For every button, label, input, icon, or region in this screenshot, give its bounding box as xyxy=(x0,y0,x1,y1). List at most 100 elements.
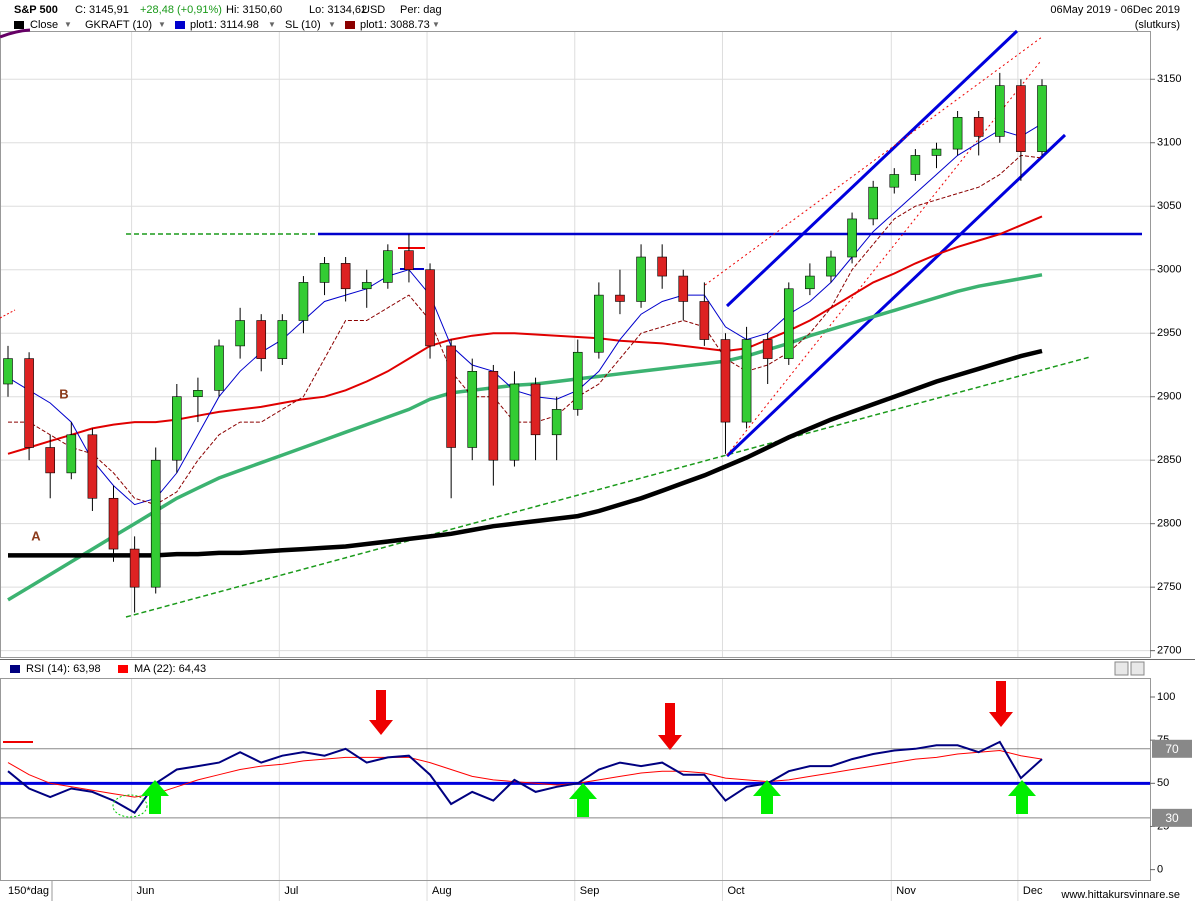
candle-body xyxy=(847,218,857,258)
candle-body xyxy=(172,396,182,461)
legend-series[interactable]: RSI (14): 63,98 xyxy=(26,663,101,675)
dropdown[interactable]: ▼ xyxy=(64,20,72,29)
legend-swatch xyxy=(10,665,20,673)
legend-indicator[interactable]: SL (10) xyxy=(285,19,321,31)
moving-average xyxy=(8,348,1043,558)
candle-body xyxy=(66,434,77,474)
candle-body xyxy=(889,174,900,188)
channel-lower xyxy=(725,133,1067,458)
legend-series[interactable]: MA (22): 64,43 xyxy=(134,663,206,675)
price-basis: (slutkurs) xyxy=(1135,19,1180,31)
candle-body xyxy=(298,282,309,321)
trend-dotted xyxy=(726,61,1041,456)
candle-body xyxy=(572,351,583,410)
highlight xyxy=(112,794,148,818)
y-tick-label: 50 xyxy=(1157,777,1169,789)
candle-body xyxy=(467,371,478,448)
candle-body xyxy=(256,320,267,359)
candle-body xyxy=(952,117,963,150)
band-box xyxy=(1152,739,1192,758)
candle-body xyxy=(235,320,245,347)
buy-arrow xyxy=(569,783,597,817)
trendlines xyxy=(0,28,1142,618)
trend-dashed xyxy=(125,356,1091,618)
candle-body xyxy=(277,320,288,359)
dropdown[interactable]: ▼ xyxy=(328,20,336,29)
y-tick-label: 0 xyxy=(1157,864,1163,876)
candle-body xyxy=(551,409,562,436)
x-tick-label: Nov xyxy=(896,885,916,897)
channel-upper xyxy=(725,29,1019,308)
y-tick-label: 3100 xyxy=(1157,137,1181,149)
sell-arrow xyxy=(658,703,682,750)
candle-body xyxy=(193,390,203,397)
candle-body xyxy=(826,256,836,277)
candle-body xyxy=(594,294,604,353)
legend-swatch xyxy=(345,21,355,29)
y-tick-label: 2850 xyxy=(1157,454,1181,466)
x-tick-label: Oct xyxy=(727,885,744,897)
band-label: 30 xyxy=(1165,811,1179,825)
legend-candles[interactable]: Close xyxy=(30,19,58,31)
x-tick-label: Jul xyxy=(284,885,298,897)
quote-period: Per: dag xyxy=(400,4,442,16)
candle-body xyxy=(699,301,710,340)
source: www.hittakursvinnare.se xyxy=(1060,889,1180,901)
x-tick-label: Dec xyxy=(1023,885,1043,897)
candle-body xyxy=(657,256,667,277)
x-tick-label: Aug xyxy=(432,885,452,897)
legend-series[interactable]: plot1: 3114.98 xyxy=(190,19,259,31)
candle-body xyxy=(446,345,456,448)
buy-arrow xyxy=(141,780,169,814)
trend-curve xyxy=(0,28,31,39)
candle-body xyxy=(973,117,984,137)
y-tick-label: 3050 xyxy=(1157,200,1181,212)
candle-body xyxy=(910,155,921,175)
candle-body xyxy=(1016,85,1026,152)
band-box xyxy=(1152,808,1192,827)
signal-arrows xyxy=(3,681,1036,818)
price-frame xyxy=(0,31,1151,658)
quote-close: C: 3145,91 xyxy=(75,4,129,16)
y-tick-label: 3150 xyxy=(1157,73,1181,85)
quote-change: +28,48 (+0,91%) xyxy=(140,4,222,16)
legend-series[interactable]: plot1: 3088.73 xyxy=(360,19,430,31)
legend-indicator[interactable]: GKRAFT (10) xyxy=(85,19,152,31)
y-tick-label: 2750 xyxy=(1157,581,1181,593)
buy-arrow xyxy=(753,780,781,814)
candle-body xyxy=(361,282,372,290)
candle-body xyxy=(615,294,625,302)
band-label: 70 xyxy=(1165,742,1179,756)
rsi-frame xyxy=(0,678,1151,881)
rsi-line xyxy=(7,749,1043,798)
trend-dotted xyxy=(0,309,16,319)
candle-body xyxy=(509,383,520,461)
dropdown[interactable]: ▼ xyxy=(158,20,166,29)
candle-body xyxy=(994,85,1005,137)
candle-body xyxy=(805,275,815,290)
x-tick-label: Sep xyxy=(580,885,600,897)
y-tick-label: 2800 xyxy=(1157,518,1181,530)
legend-swatch xyxy=(14,21,24,29)
settings-button[interactable] xyxy=(1130,661,1145,676)
zoom-button[interactable] xyxy=(1114,661,1129,676)
date-range: 06May 2019 - 06Dec 2019 xyxy=(1050,4,1180,16)
indicator-line xyxy=(7,123,1043,506)
quote-high: Hi: 3150,60 xyxy=(226,4,282,16)
dropdown[interactable]: ▼ xyxy=(268,20,276,29)
annotation: A xyxy=(31,528,41,543)
quote-currency: USD xyxy=(362,4,385,16)
rsi-panel: 02550751007030JunJulAugSepOctNovDec xyxy=(0,691,1192,897)
dropdown[interactable]: ▼ xyxy=(432,20,440,29)
indicator-line xyxy=(8,154,1043,506)
title: S&P 500 xyxy=(14,4,58,16)
candle-body xyxy=(488,371,499,461)
y-tick-label: 3000 xyxy=(1157,264,1181,276)
candle-body xyxy=(340,263,351,290)
candle-body xyxy=(720,339,731,423)
candle-body xyxy=(150,459,161,588)
price-panel: 2700 2750 2800 2850 2900 2950 3000 3050 3100 3150 xyxy=(3,72,1181,657)
quote-low: Lo: 3134,62 xyxy=(309,4,367,16)
candle-body xyxy=(783,288,794,359)
